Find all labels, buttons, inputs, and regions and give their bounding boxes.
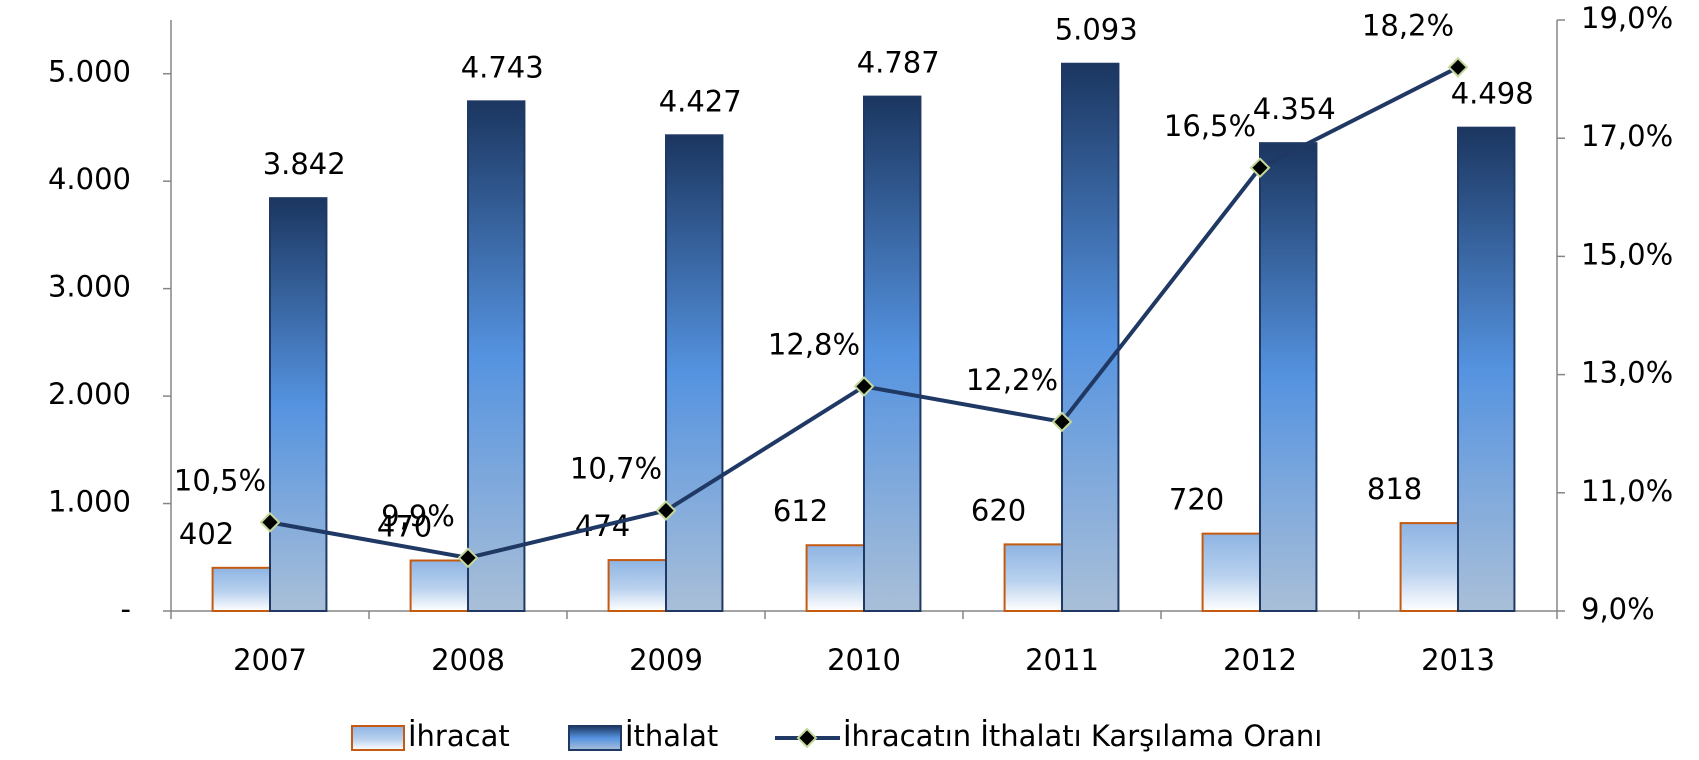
y2-tick-label: 15,0% xyxy=(1581,237,1673,271)
legend-marker xyxy=(796,727,818,749)
ratio-label: 12,2% xyxy=(966,363,1058,397)
x-tick-label: 2013 xyxy=(1421,643,1495,677)
y-tick-label: 4.000 xyxy=(48,162,131,196)
y2-tick-label: 19,0% xyxy=(1581,1,1673,35)
x-tick-label: 2010 xyxy=(827,643,901,677)
import-label: 4.427 xyxy=(659,84,742,118)
y-tick-label: 2.000 xyxy=(48,377,131,411)
ratio-marker xyxy=(259,511,281,533)
export-label: 818 xyxy=(1367,472,1422,506)
ratio-label: 10,7% xyxy=(570,452,662,486)
export-label: 620 xyxy=(971,493,1026,527)
import-label: 4.498 xyxy=(1451,77,1534,111)
ratio-marker xyxy=(853,376,875,397)
ratio-marker xyxy=(1447,56,1469,78)
import-label: 4.354 xyxy=(1253,92,1336,126)
legend-swatch xyxy=(568,725,622,751)
import-bar xyxy=(269,197,328,612)
legend-swatch xyxy=(351,725,405,751)
export-label: 402 xyxy=(179,517,234,551)
ratio-label: 10,5% xyxy=(174,463,266,497)
x-tick-label: 2008 xyxy=(431,643,505,677)
y-tick-label: 1.000 xyxy=(48,485,131,519)
ratio-marker xyxy=(1249,157,1271,179)
import-bar xyxy=(1061,62,1120,612)
y-tick-label: 3.000 xyxy=(48,270,131,304)
import-label: 3.842 xyxy=(263,147,346,181)
export-bar xyxy=(805,544,866,612)
ratio-label: 12,8% xyxy=(768,327,860,361)
y2-tick-label: 17,0% xyxy=(1581,119,1673,153)
ratio-marker xyxy=(457,547,479,569)
export-bar xyxy=(409,559,469,612)
x-tick-label: 2009 xyxy=(629,643,703,677)
import-bar xyxy=(665,134,724,612)
ratio-label: 16,5% xyxy=(1164,109,1256,143)
export-bar xyxy=(607,559,668,612)
legend-label: İhracat xyxy=(408,719,510,753)
import-label: 4.743 xyxy=(461,50,544,84)
y2-tick-label: 9,0% xyxy=(1581,592,1655,626)
export-bar xyxy=(1399,522,1459,612)
import-label: 5.093 xyxy=(1055,13,1138,47)
x-tick-label: 2012 xyxy=(1223,643,1297,677)
y2-tick-label: 11,0% xyxy=(1581,474,1673,508)
export-label: 612 xyxy=(773,494,828,528)
y-tick-label: - xyxy=(121,592,131,626)
export-bar xyxy=(1003,543,1064,612)
import-bar xyxy=(863,95,922,612)
export-bar xyxy=(211,566,271,613)
legend-label: İhracatın İthalatı Karşılama Oranı xyxy=(843,719,1322,753)
ratio-marker xyxy=(655,500,677,521)
y2-tick-label: 13,0% xyxy=(1581,356,1673,390)
x-tick-label: 2011 xyxy=(1025,643,1099,677)
ratio-label: 9,9% xyxy=(381,499,455,533)
ratio-marker xyxy=(1051,411,1073,433)
x-tick-label: 2007 xyxy=(233,643,307,677)
export-bar xyxy=(1201,532,1261,613)
export-label: 720 xyxy=(1169,483,1224,517)
import-bar xyxy=(1259,142,1318,612)
export-label: 470 xyxy=(377,509,432,543)
legend-label: İthalat xyxy=(625,719,718,753)
import-bar xyxy=(1457,126,1516,612)
import-bar xyxy=(467,100,526,613)
ratio-label: 18,2% xyxy=(1362,8,1454,42)
import-label: 4.787 xyxy=(857,46,940,80)
y-tick-label: 5.000 xyxy=(48,55,131,89)
